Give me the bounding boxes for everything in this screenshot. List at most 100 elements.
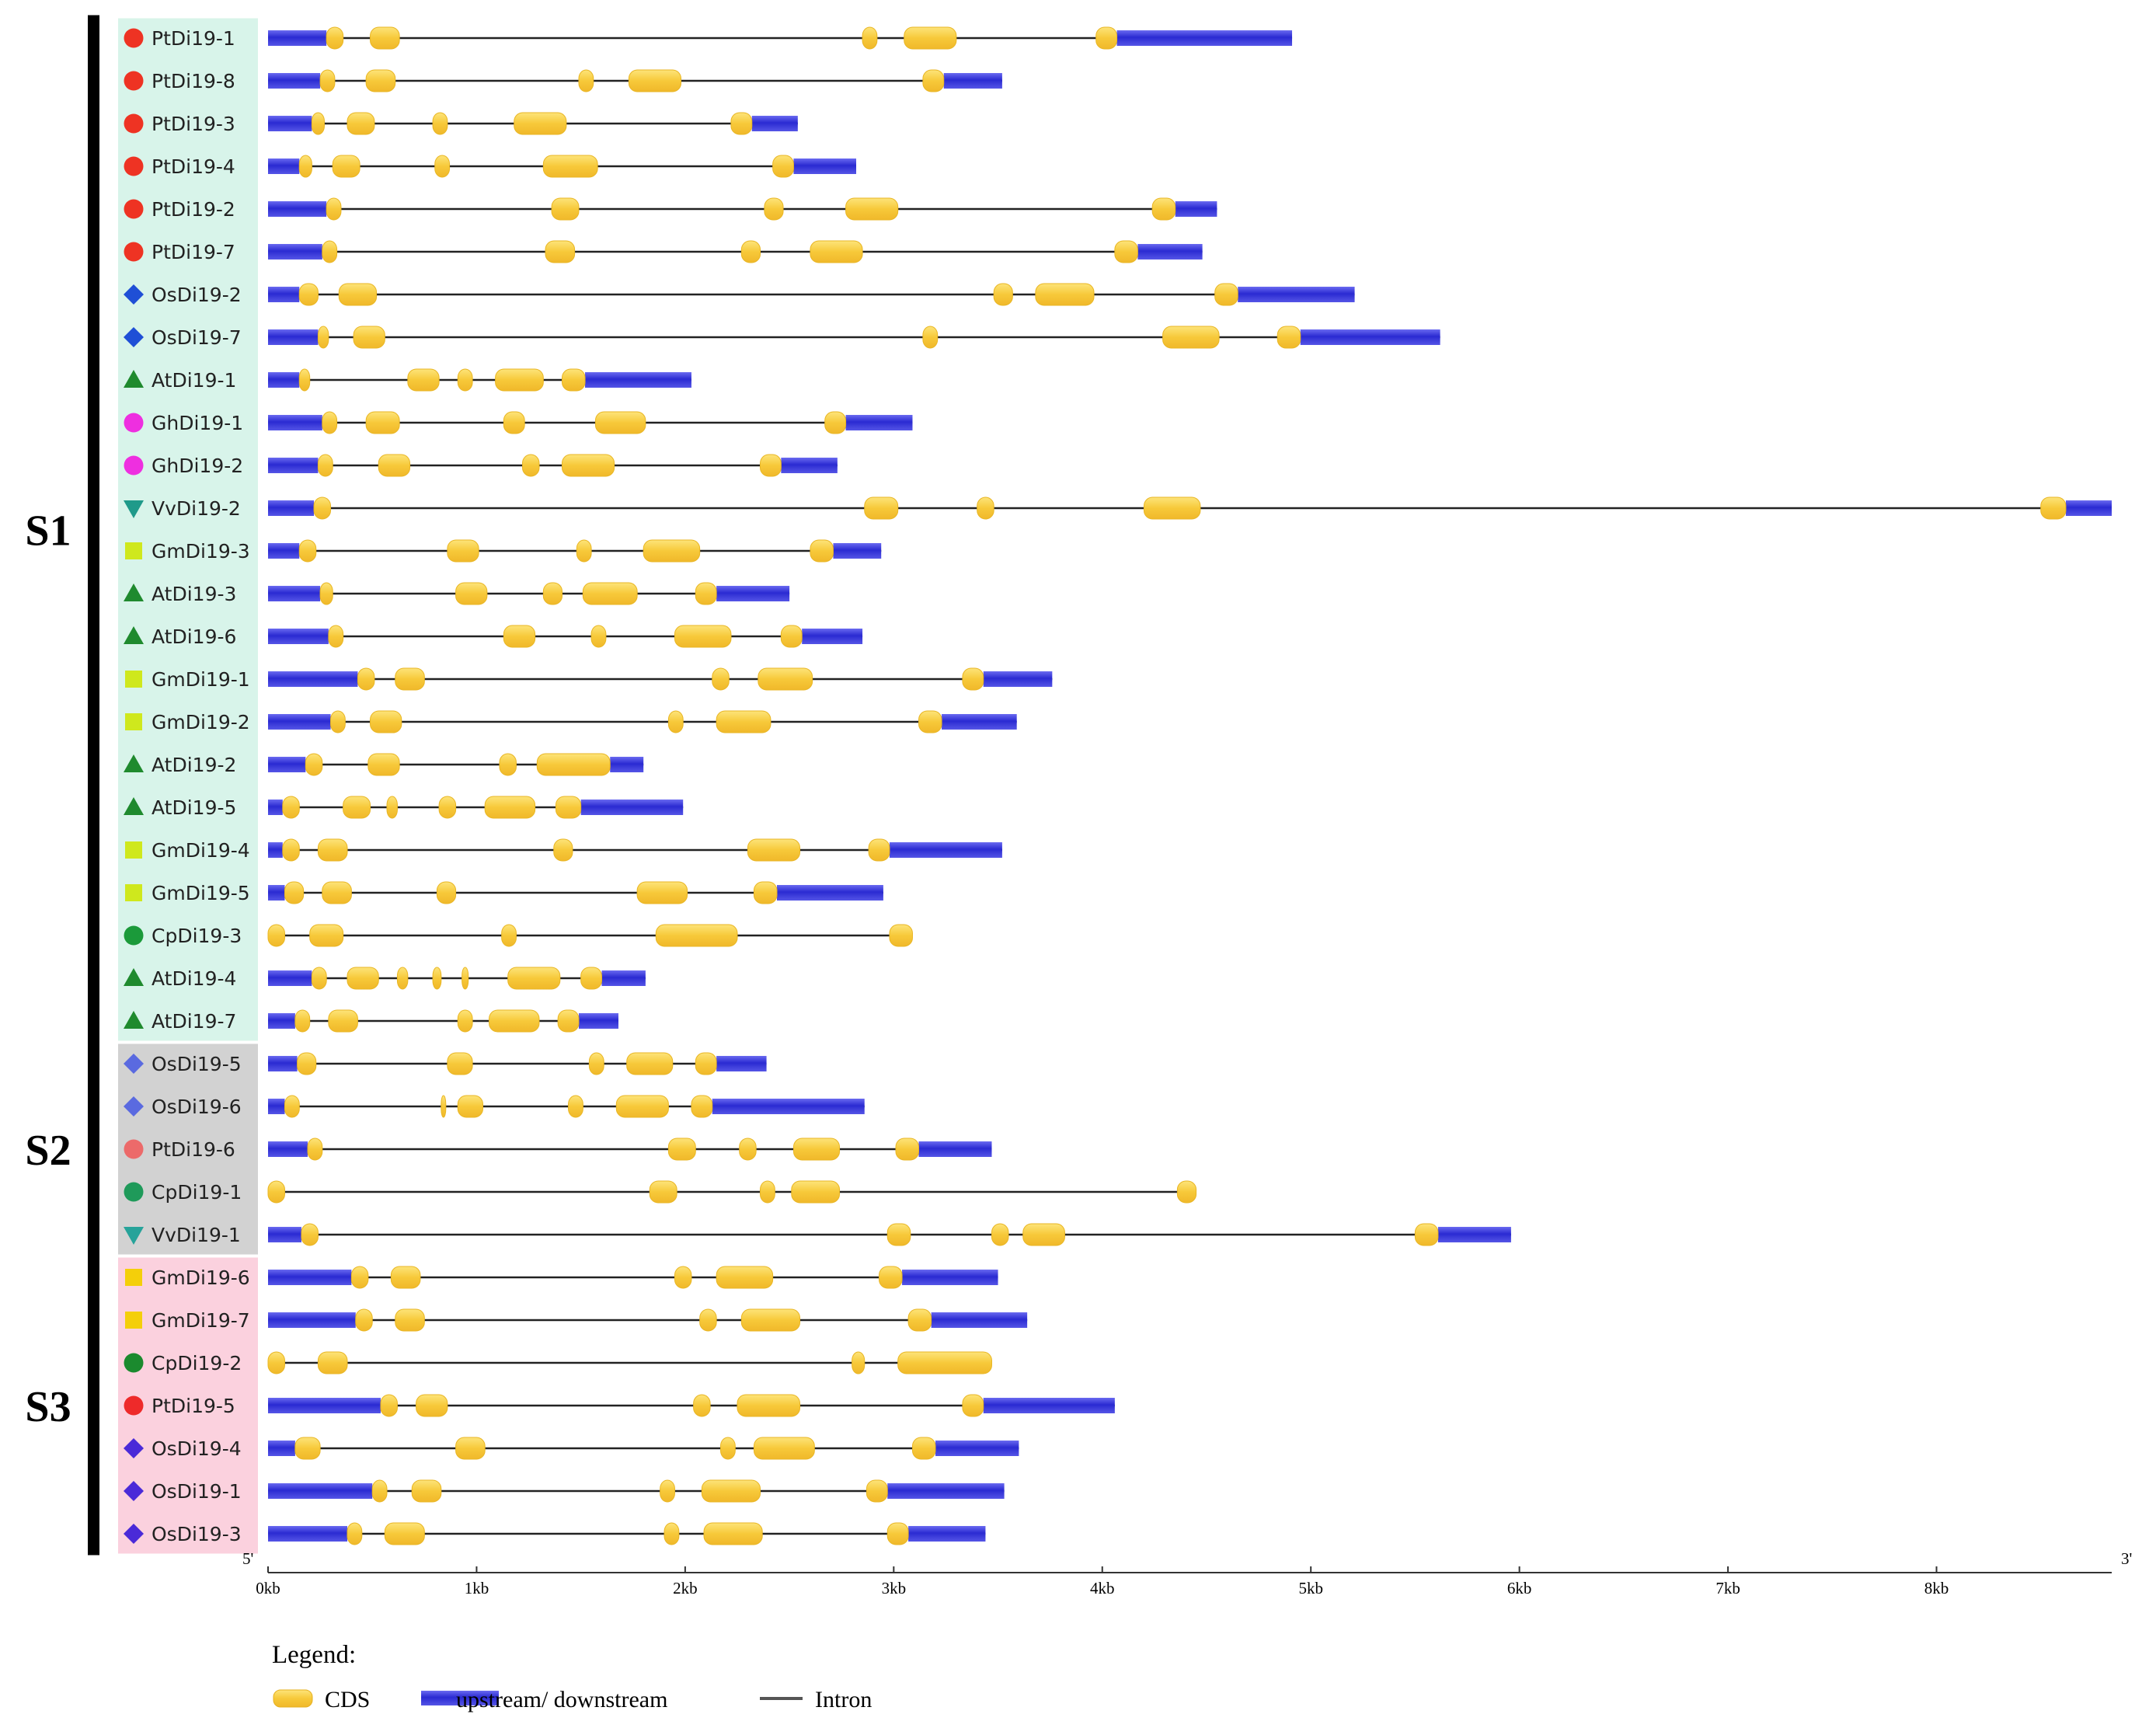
species-marker-circle-icon (124, 925, 144, 946)
cds-exon (370, 26, 400, 50)
cds-exon (962, 667, 984, 691)
cds-exon (764, 197, 784, 221)
species-marker-triangle-icon (124, 754, 144, 772)
cds-exon (294, 1437, 321, 1460)
gene-row: PtDi19-2 (124, 197, 1217, 221)
species-marker-diamond-icon (124, 327, 144, 347)
species-marker-triangle-icon (124, 584, 144, 601)
cds-exon (1176, 1180, 1197, 1204)
utr-segment (983, 1398, 1115, 1413)
utr-segment (268, 885, 285, 901)
cds-exon (309, 924, 344, 947)
gene-name: GhDi19-1 (152, 412, 243, 434)
cds-exon (395, 1308, 425, 1332)
cds-exon (350, 1266, 369, 1289)
species-marker-circle-icon (124, 1395, 144, 1416)
utr-segment (1300, 329, 1440, 345)
axis-tick-label: 6kb (1507, 1579, 1532, 1597)
cds-exon (643, 539, 701, 563)
cds-exon (576, 539, 592, 563)
utr-segment (908, 1526, 986, 1542)
five-prime-label: 5' (242, 1549, 253, 1568)
utr-segment (268, 586, 321, 601)
cds-exon (319, 582, 333, 605)
utr-segment (268, 458, 319, 473)
gene-name: PtDi19-4 (152, 155, 235, 178)
cds-exon (267, 924, 285, 947)
cds-exon (824, 411, 847, 434)
cds-exon (507, 967, 561, 990)
utr-segment (802, 629, 863, 644)
gene-row: PtDi19-4 (124, 155, 856, 178)
cds-exon (1114, 240, 1138, 263)
utr-segment (268, 244, 322, 260)
gene-name: OsDi19-1 (152, 1480, 242, 1503)
cds-exon (674, 625, 732, 648)
utr-segment (1437, 1227, 1511, 1242)
cds-exon (319, 69, 336, 92)
gene-row: GmDi19-7 (125, 1308, 1028, 1332)
utr-segment (2065, 500, 2112, 516)
species-marker-circle-icon (124, 156, 144, 176)
cds-exon (879, 1266, 903, 1289)
cds-exon (962, 1394, 984, 1417)
cds-exon (740, 1308, 801, 1332)
species-marker-diamond-icon (124, 1054, 144, 1074)
cds-exon (561, 368, 586, 392)
cds-exon (772, 155, 794, 178)
cds-exon (298, 155, 312, 178)
gene-row: AtDi19-4 (124, 967, 646, 990)
utr-segment (268, 1398, 381, 1413)
gene-row: CpDi19-2 (124, 1351, 992, 1374)
utr-segment (268, 116, 312, 131)
legend-utr-label: upstream/ downstream (456, 1687, 667, 1712)
species-marker-triangle-icon (124, 797, 144, 815)
gene-row: PtDi19-5 (124, 1394, 1115, 1417)
gene-row: PtDi19-6 (124, 1138, 992, 1161)
cds-exon (267, 1180, 285, 1204)
cds-exon (993, 283, 1013, 306)
cds-exon (991, 1223, 1009, 1246)
gene-row: GmDi19-3 (125, 539, 882, 563)
utr-segment (793, 159, 856, 174)
cds-exon (753, 1437, 815, 1460)
gene-name: AtDi19-6 (152, 625, 236, 648)
gene-name: PtDi19-7 (152, 241, 235, 263)
species-marker-diamond-icon (124, 284, 144, 305)
cds-exon (501, 924, 517, 947)
cds-exon (355, 1308, 373, 1332)
gene-name: PtDi19-5 (152, 1395, 235, 1417)
cds-exon (328, 625, 344, 648)
utr-segment (983, 671, 1053, 687)
gene-row: GmDi19-4 (125, 838, 1002, 862)
cds-exon (298, 283, 319, 306)
cds-exon (1022, 1223, 1065, 1246)
gene-name: PtDi19-1 (152, 27, 235, 50)
utr-segment (781, 458, 838, 473)
cds-exon (386, 796, 398, 819)
cds-exon (447, 539, 479, 563)
utr-segment (268, 372, 300, 388)
species-marker-triangle-icon (124, 968, 144, 986)
cds-exon (561, 454, 615, 477)
gene-row: VvDi19-2 (124, 496, 2112, 520)
utr-segment (845, 415, 913, 430)
cds-exon (1035, 283, 1095, 306)
cds-exon (864, 496, 899, 520)
cds-exon (457, 1009, 473, 1033)
gene-row: CpDi19-3 (124, 924, 913, 947)
cds-exon (347, 112, 375, 135)
utr-segment (716, 586, 790, 601)
cds-exon (326, 197, 342, 221)
gene-name: PtDi19-3 (152, 113, 235, 135)
utr-segment (268, 1526, 348, 1542)
cds-exon (551, 197, 580, 221)
cds-exon (371, 1479, 388, 1503)
cds-exon (545, 240, 576, 263)
cds-exon (432, 112, 448, 135)
group-backgrounds (118, 18, 258, 1554)
cds-exon (667, 1138, 696, 1161)
cds-exon (582, 582, 638, 605)
utr-segment (942, 714, 1017, 730)
species-marker-square-icon (125, 884, 142, 901)
